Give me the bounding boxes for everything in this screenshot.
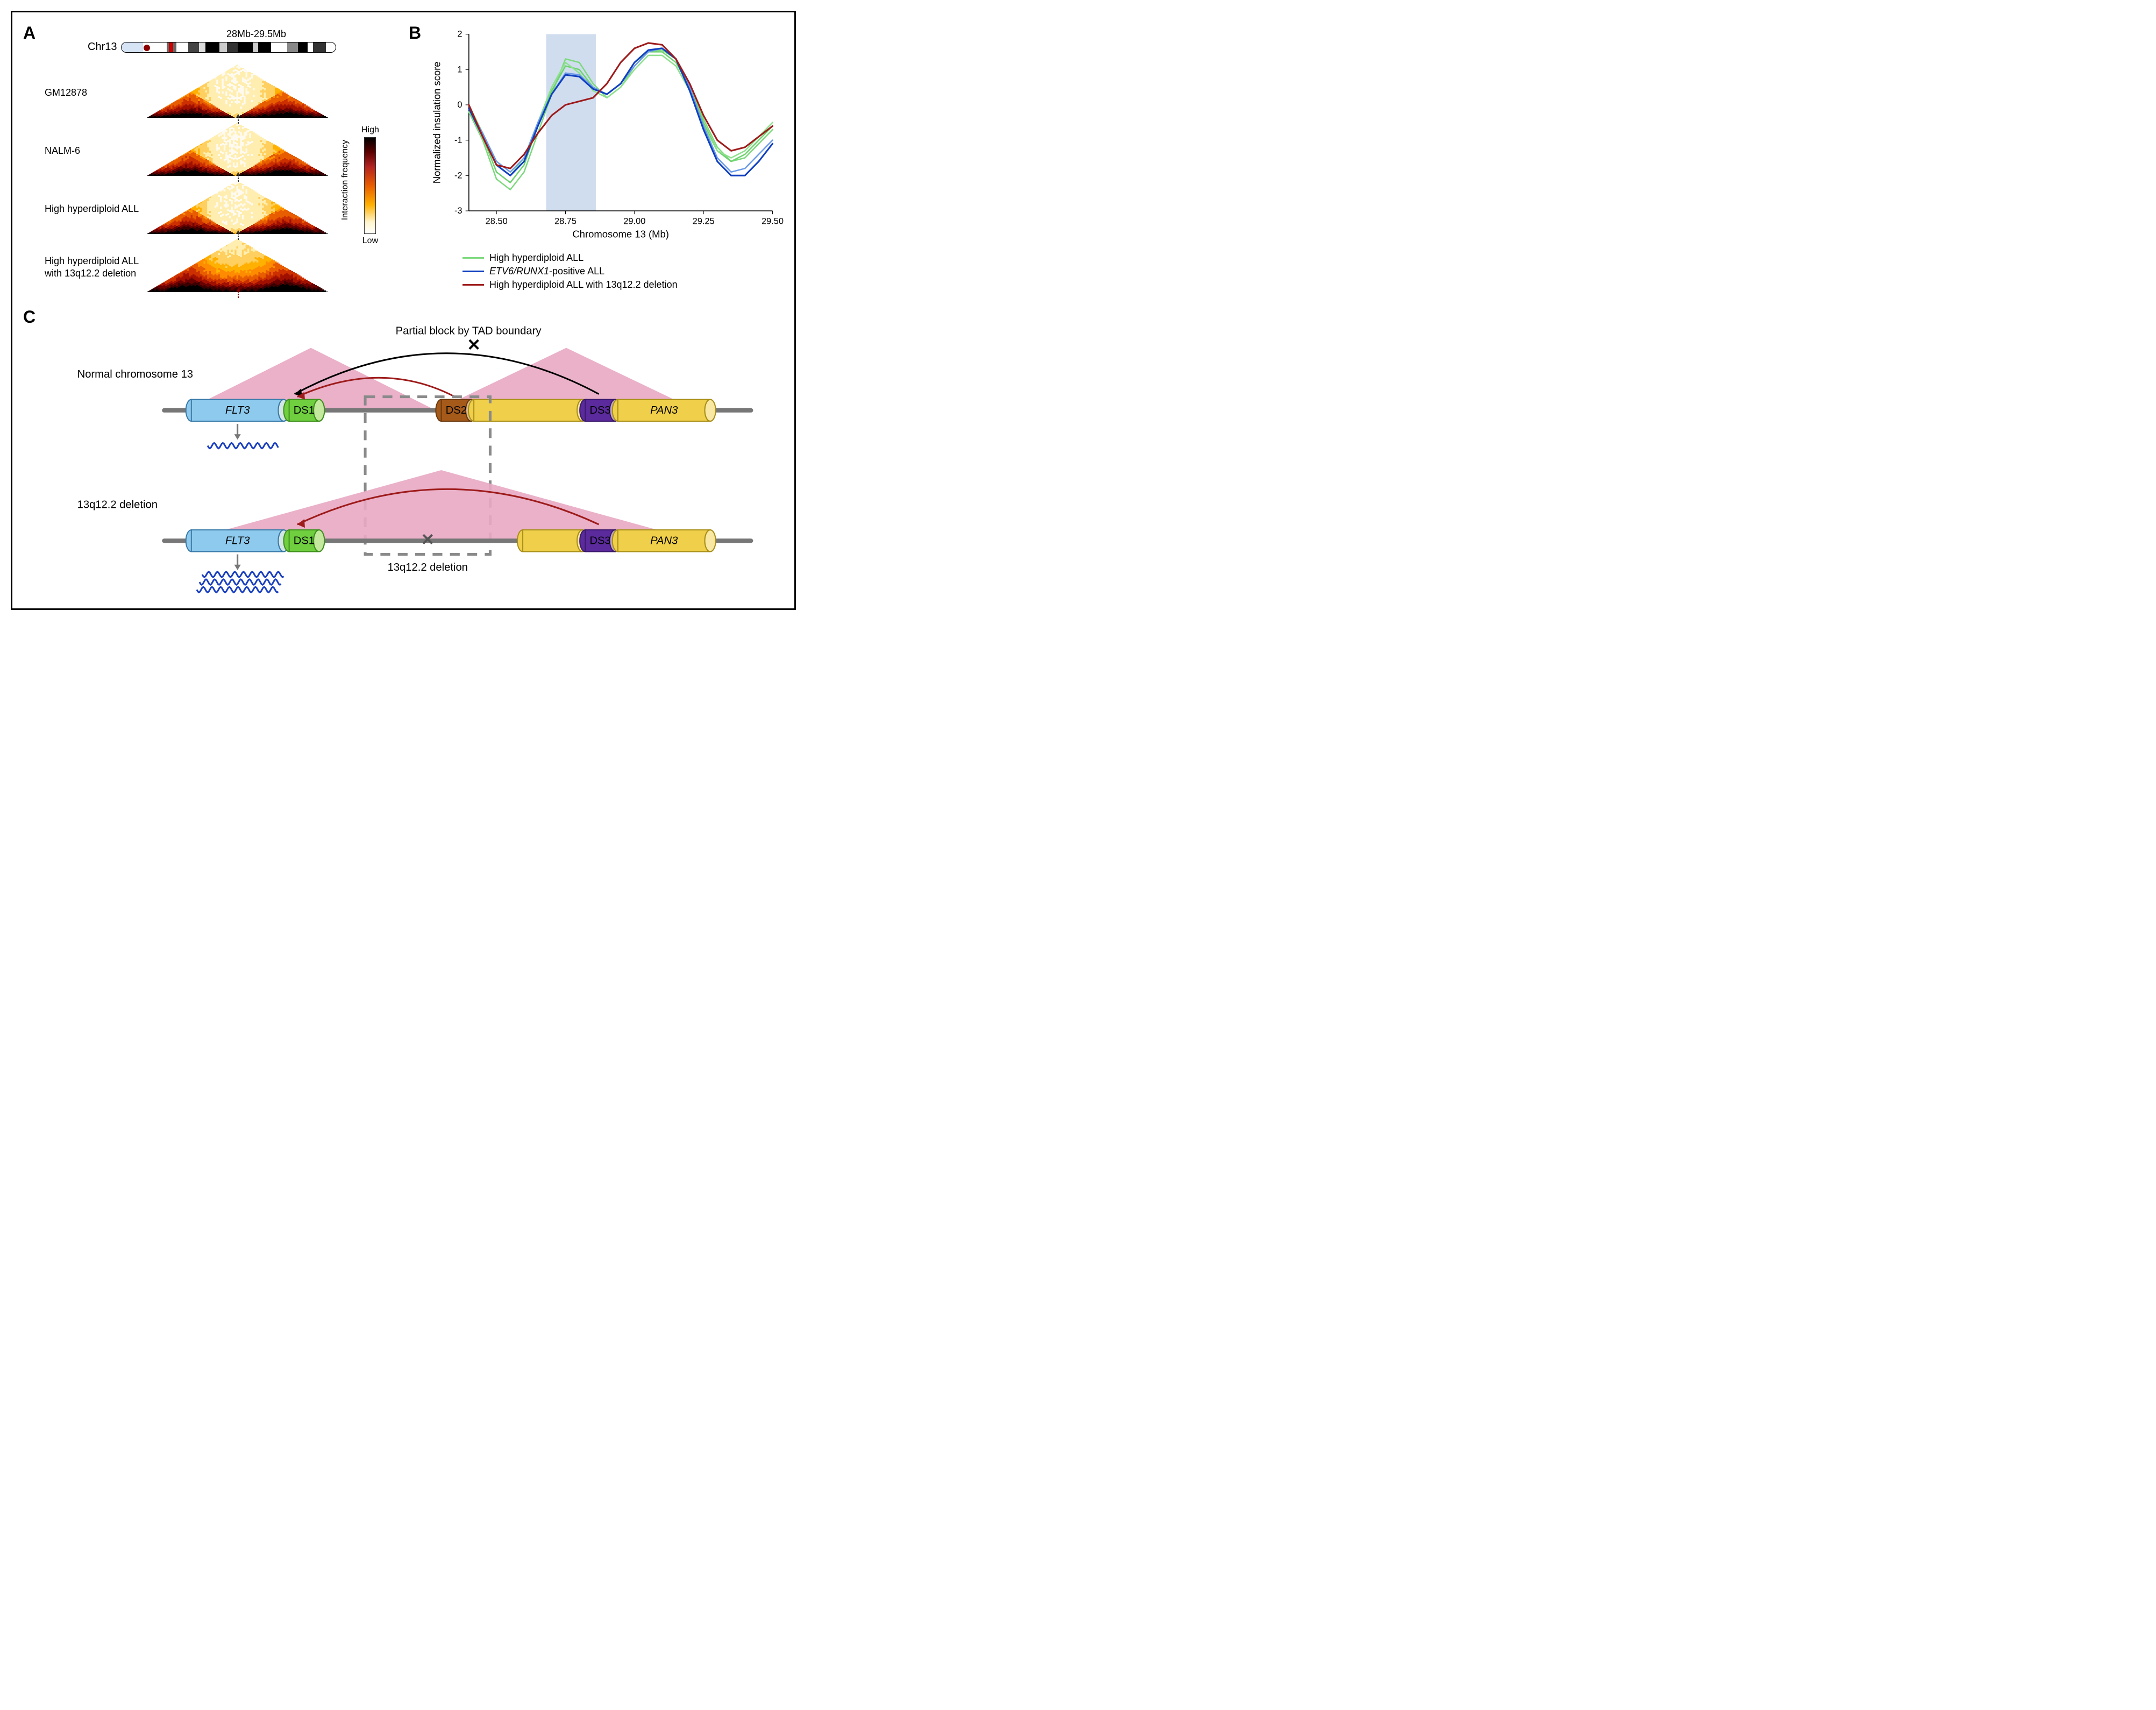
colorbar: High Low xyxy=(361,123,379,248)
legend-item: High hyperdiploid ALL xyxy=(462,252,784,264)
heatmap-tracks xyxy=(147,64,330,296)
panel-b: B 28.5028.7529.0029.2529.50-3-2-1012Chro… xyxy=(409,23,784,296)
heatmap-triangle xyxy=(147,64,330,118)
chromosome-label: Chr13 xyxy=(88,41,117,53)
insulation-chart: 28.5028.7529.0029.2529.50-3-2-1012Chromo… xyxy=(430,23,784,247)
panel-a: A 28Mb-29.5Mb Chr13 GM12878NALM-6High hy… xyxy=(23,23,398,296)
legend-item: ETV6/RUNX1-positive ALL xyxy=(462,266,784,277)
chromosome-ideogram xyxy=(121,42,336,53)
heatmap-label: GM12878 xyxy=(45,64,141,122)
ideogram-wrap: 28Mb-29.5Mb Chr13 xyxy=(88,29,398,53)
colorbar-axis-label: Interaction frequency xyxy=(340,140,350,220)
chart-legend: High hyperdiploid ALL ETV6/RUNX1-positive… xyxy=(462,252,784,290)
panel-b-label: B xyxy=(409,23,421,43)
figure-container: A 28Mb-29.5Mb Chr13 GM12878NALM-6High hy… xyxy=(11,11,796,610)
colorbar-high-label: High xyxy=(361,125,379,135)
panel-c-label: C xyxy=(23,307,35,327)
heatmap-triangle xyxy=(147,180,330,234)
tad-diagram: Normal chromosome 13FLT3DS1DS2DS3PAN3Par… xyxy=(45,313,784,598)
heatmap-label: NALM-6 xyxy=(45,122,141,180)
heatmap-track-labels: GM12878NALM-6High hyperdiploid ALLHigh h… xyxy=(45,64,141,296)
boundary-arrow-icon xyxy=(234,288,242,301)
legend-item: High hyperdiploid ALL with 13q12.2 delet… xyxy=(462,279,784,290)
panel-a-label: A xyxy=(23,23,35,43)
heatmap-triangle xyxy=(147,238,330,292)
colorbar-low-label: Low xyxy=(362,236,378,246)
heatmap-label: High hyperdiploid ALL xyxy=(45,180,141,238)
region-label: 28Mb-29.5Mb xyxy=(115,29,398,40)
heatmap-triangle xyxy=(147,122,330,176)
panel-c: C Normal chromosome 13FLT3DS1DS2DS3PAN3P… xyxy=(23,307,784,598)
heatmap-label: High hyperdiploid ALLwith 13q12.2 deleti… xyxy=(45,238,141,296)
